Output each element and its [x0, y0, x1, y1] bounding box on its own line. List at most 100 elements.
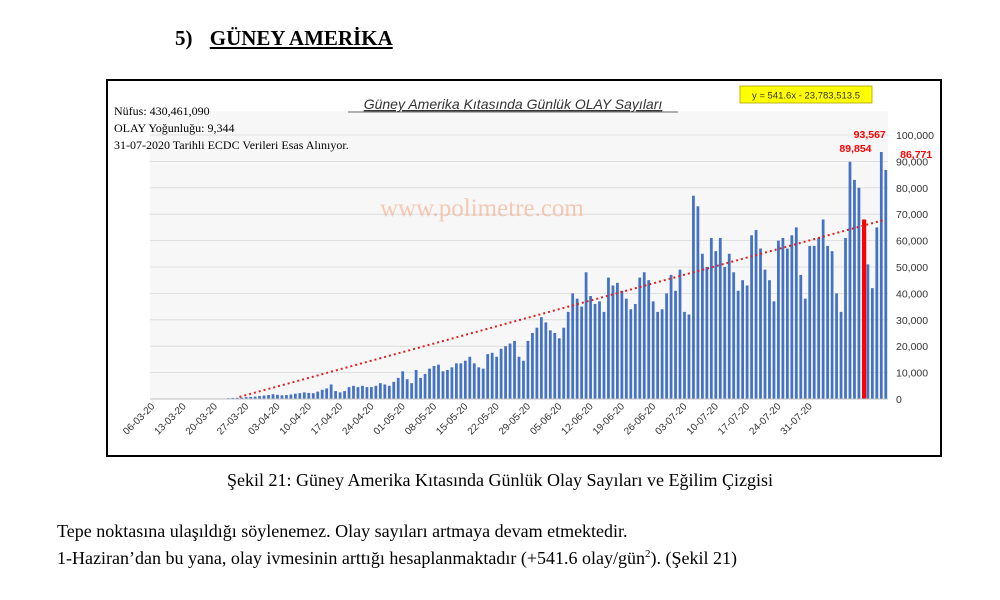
source-text: 31-07-2020 Tarihli ECDC Verileri Esas Al… — [114, 138, 349, 152]
paragraph-superscript: 2 — [644, 548, 651, 560]
bar — [410, 383, 414, 399]
bar — [870, 288, 874, 399]
bar — [352, 385, 355, 399]
bar — [624, 298, 628, 399]
bar — [718, 237, 722, 399]
bar — [522, 360, 525, 399]
bar — [879, 151, 883, 399]
figure-caption: Şekil 21: Güney Amerika Kıtasında Günlük… — [227, 470, 773, 490]
bar — [620, 290, 624, 399]
bar — [504, 346, 507, 399]
highlight-value-label: 89,854 — [839, 143, 871, 155]
bar — [414, 369, 418, 399]
bar — [258, 396, 261, 399]
bar — [311, 393, 315, 399]
bar — [454, 363, 458, 399]
x-tick-label: 10-07-20 — [685, 401, 721, 437]
bar — [285, 395, 288, 399]
bar — [329, 384, 333, 399]
bar — [611, 285, 615, 399]
paragraph-line-2-text: 1-Haziran’dan bu yana, olay ivmesinin ar… — [57, 548, 645, 568]
bar — [616, 282, 619, 399]
bar — [477, 367, 481, 399]
bar — [325, 388, 329, 399]
bar — [253, 396, 257, 399]
bar — [799, 274, 803, 399]
bar — [271, 394, 275, 399]
x-tick-label: 10-04-20 — [278, 401, 314, 437]
bar — [844, 237, 847, 399]
bar — [240, 397, 244, 399]
bar — [405, 379, 409, 399]
bar — [727, 253, 731, 399]
chart-title: Güney Amerika Kıtasında Günlük OLAY Sayı… — [364, 96, 663, 112]
bar — [589, 296, 592, 399]
x-tick-label: 17-04-20 — [309, 401, 345, 437]
x-tick-label: 29-05-20 — [497, 401, 533, 437]
x-tick-label: 13-03-20 — [153, 401, 189, 437]
section-title: GÜNEY AMERİKA — [209, 26, 393, 50]
y-tick-label: 40,000 — [896, 288, 928, 300]
bar — [835, 293, 838, 399]
bar — [513, 340, 516, 399]
trendline — [239, 218, 887, 398]
bar — [307, 392, 311, 399]
paragraph-line-2: 1-Haziran’dan bu yana, olay ivmesinin ar… — [57, 548, 737, 569]
bar — [785, 248, 789, 399]
bar — [700, 253, 704, 399]
bar — [830, 251, 834, 399]
x-tick-label: 05-06-20 — [528, 401, 564, 437]
paragraph-line-2-end: ). (Şekil 21) — [650, 548, 737, 568]
bar — [481, 368, 485, 399]
bar — [334, 391, 338, 399]
bar — [777, 240, 780, 399]
bar — [262, 395, 266, 399]
equation-box — [739, 85, 873, 104]
bar — [531, 333, 534, 399]
bar — [763, 269, 767, 399]
section-number: 5) — [175, 26, 193, 50]
x-tick-label: 17-07-20 — [716, 401, 752, 437]
highlight-value-label: 93,567 — [854, 129, 886, 141]
bar — [316, 391, 320, 399]
highlighted-bar — [862, 219, 867, 399]
bar — [839, 311, 843, 399]
bar — [338, 392, 342, 399]
y-tick-label: 90,000 — [896, 156, 928, 168]
bar — [821, 219, 825, 399]
bar — [853, 179, 856, 399]
highlight-value-label: 86,771 — [900, 149, 932, 161]
bar — [683, 311, 686, 399]
bar — [508, 343, 512, 399]
y-tick-label: 80,000 — [896, 183, 928, 195]
bar — [857, 187, 861, 399]
paragraph-line-1: Tepe noktasına ulaşıldığı söylenemez. Ol… — [57, 521, 628, 541]
bar — [687, 314, 691, 399]
daily-cases-chart: 0 10,000 20,000 30,000 40,000 50,000 60,000 70,… — [114, 85, 934, 437]
y-tick-label: 30,000 — [896, 315, 928, 327]
bar — [866, 264, 870, 399]
bar — [875, 227, 879, 399]
x-tick-label: 03-07-20 — [654, 401, 690, 437]
bar — [656, 311, 660, 399]
bar — [553, 333, 557, 399]
bar — [446, 369, 449, 399]
bar — [374, 385, 378, 399]
bar — [692, 195, 695, 399]
y-tick-label: 100,000 — [896, 130, 934, 142]
bar — [280, 395, 284, 399]
bar — [383, 384, 387, 399]
bar — [428, 368, 431, 399]
bar — [289, 394, 293, 399]
y-tick-label: 60,000 — [896, 236, 928, 248]
bar — [709, 237, 713, 399]
bar — [741, 280, 745, 399]
bar — [826, 245, 830, 399]
bar — [642, 272, 646, 399]
bar — [665, 293, 668, 399]
bar — [669, 274, 673, 399]
bar — [660, 309, 664, 399]
bar — [759, 248, 762, 399]
bar — [714, 251, 718, 399]
bar — [370, 387, 373, 399]
